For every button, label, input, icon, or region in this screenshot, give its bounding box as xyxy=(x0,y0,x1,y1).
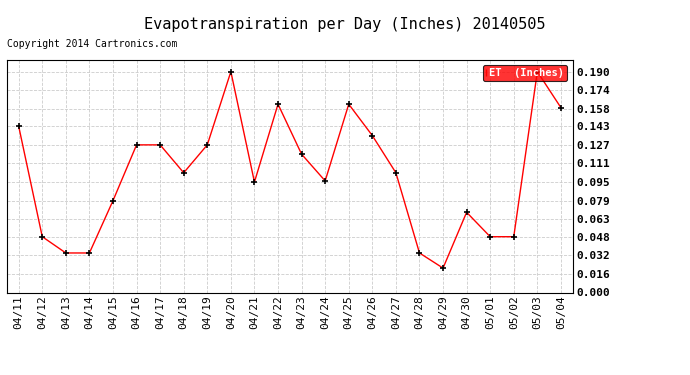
Text: Evapotranspiration per Day (Inches) 20140505: Evapotranspiration per Day (Inches) 2014… xyxy=(144,17,546,32)
Legend: ET  (Inches): ET (Inches) xyxy=(483,65,567,81)
Text: Copyright 2014 Cartronics.com: Copyright 2014 Cartronics.com xyxy=(7,39,177,50)
